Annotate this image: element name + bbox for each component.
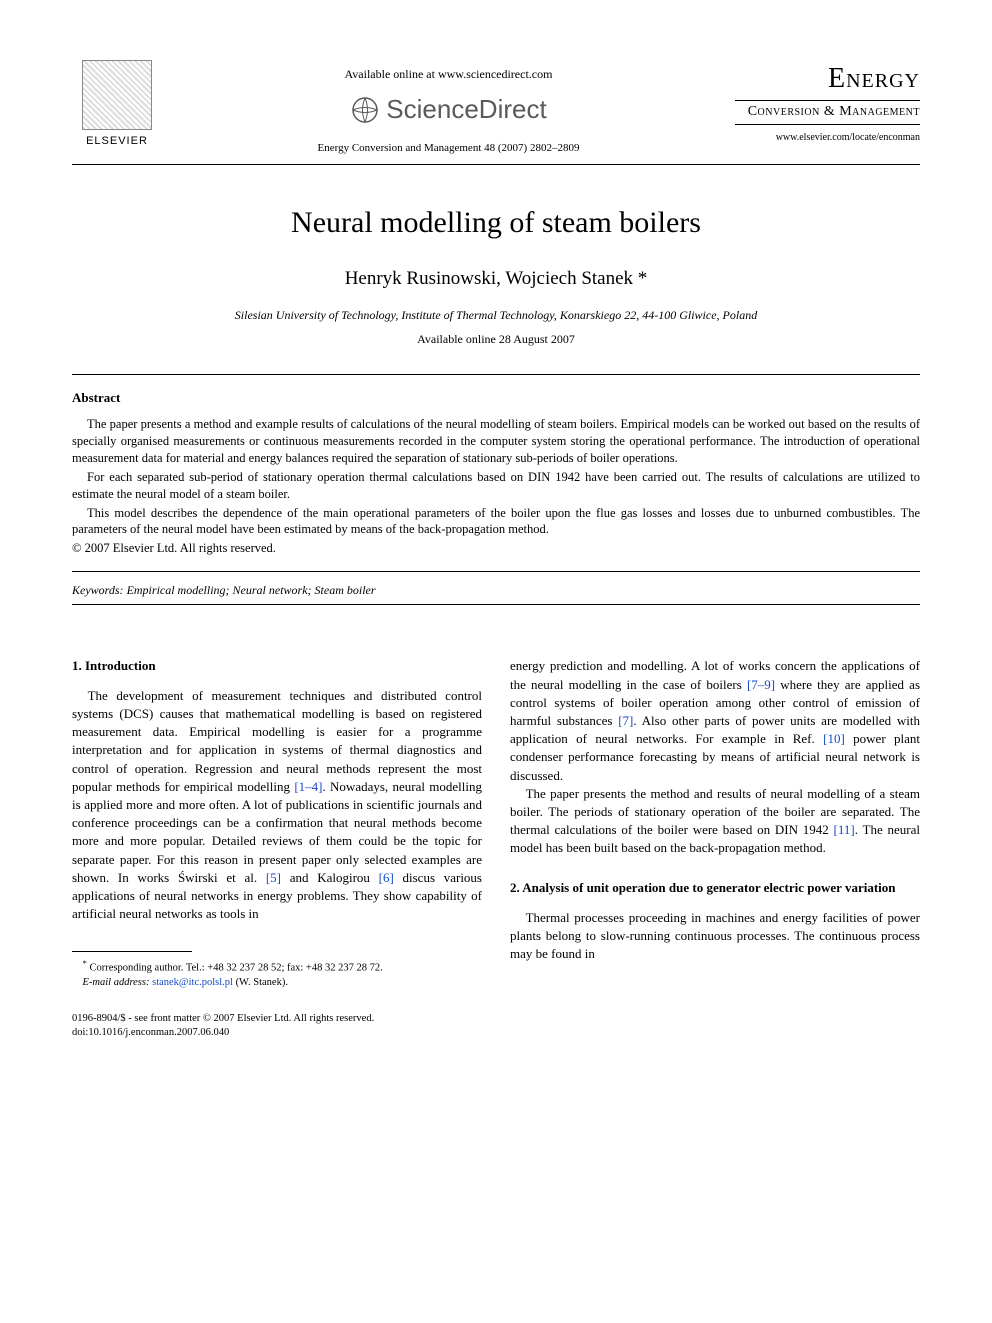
elsevier-logo-block: ELSEVIER xyxy=(72,60,162,149)
affiliation: Silesian University of Technology, Insti… xyxy=(72,307,920,323)
keywords-rule xyxy=(72,604,920,605)
abstract-heading: Abstract xyxy=(72,389,920,407)
elsevier-label: ELSEVIER xyxy=(86,134,148,149)
citation-line: Energy Conversion and Management 48 (200… xyxy=(162,141,735,156)
elsevier-tree-icon xyxy=(82,60,152,130)
center-header: Available online at www.sciencedirect.co… xyxy=(162,60,735,156)
right-column: energy prediction and modelling. A lot o… xyxy=(510,657,920,1040)
journal-url: www.elsevier.com/locate/enconman xyxy=(735,131,920,145)
keywords-label: Keywords: xyxy=(72,583,124,597)
journal-title-main: Energy xyxy=(735,60,920,101)
keywords-line: Keywords: Empirical modelling; Neural ne… xyxy=(72,582,920,598)
corresponding-text: Corresponding author. Tel.: +48 32 237 2… xyxy=(90,963,383,974)
reference-link[interactable]: [10] xyxy=(823,731,845,746)
text-run: and Kalogirou xyxy=(281,870,379,885)
reference-link[interactable]: [7] xyxy=(618,713,633,728)
abstract-paragraph: This model describes the dependence of t… xyxy=(72,505,920,539)
abstract-paragraph: For each separated sub-period of station… xyxy=(72,469,920,503)
footer-block: 0196-8904/$ - see front matter © 2007 El… xyxy=(72,1012,482,1040)
sciencedirect-icon xyxy=(350,95,380,125)
available-online-text: Available online at www.sciencedirect.co… xyxy=(162,66,735,82)
left-column: 1. Introduction The development of measu… xyxy=(72,657,482,1040)
abstract-paragraph: The paper presents a method and example … xyxy=(72,416,920,467)
reference-link[interactable]: [6] xyxy=(379,870,394,885)
reference-link[interactable]: [1–4] xyxy=(294,779,322,794)
reference-link[interactable]: [5] xyxy=(266,870,281,885)
body-paragraph: The paper presents the method and result… xyxy=(510,785,920,858)
front-matter-line: 0196-8904/$ - see front matter © 2007 El… xyxy=(72,1012,482,1026)
available-date: Available online 28 August 2007 xyxy=(72,331,920,347)
reference-link[interactable]: [11] xyxy=(834,822,855,837)
body-columns: 1. Introduction The development of measu… xyxy=(72,657,920,1040)
journal-logo-block: Energy Conversion & Management www.elsev… xyxy=(735,60,920,144)
body-paragraph: Thermal processes proceeding in machines… xyxy=(510,909,920,964)
authors: Henryk Rusinowski, Wojciech Stanek * xyxy=(72,266,920,292)
body-paragraph: energy prediction and modelling. A lot o… xyxy=(510,657,920,784)
page-header: ELSEVIER Available online at www.science… xyxy=(72,60,920,156)
copyright-line: © 2007 Elsevier Ltd. All rights reserved… xyxy=(72,540,920,557)
journal-title-sub: Conversion & Management xyxy=(735,103,920,125)
footnote-rule xyxy=(72,951,192,952)
email-label: E-mail address: xyxy=(83,977,150,988)
email-name: (W. Stanek). xyxy=(236,977,288,988)
reference-link[interactable]: [7–9] xyxy=(747,677,775,692)
section-2-heading: 2. Analysis of unit operation due to gen… xyxy=(510,879,920,897)
header-rule xyxy=(72,164,920,165)
keywords-list: Empirical modelling; Neural network; Ste… xyxy=(124,583,376,597)
abstract-section: Abstract The paper presents a method and… xyxy=(72,374,920,573)
section-1-heading: 1. Introduction xyxy=(72,657,482,675)
doi-line: doi:10.1016/j.enconman.2007.06.040 xyxy=(72,1026,482,1040)
corresponding-author-footnote: * Corresponding author. Tel.: +48 32 237… xyxy=(72,958,482,990)
footnote-marker: * xyxy=(83,958,87,968)
email-link[interactable]: stanek@itc.polsl.pl xyxy=(149,977,235,988)
article-title: Neural modelling of steam boilers xyxy=(72,203,920,244)
sciencedirect-wordmark: ScienceDirect xyxy=(386,92,546,127)
sciencedirect-logo-row: ScienceDirect xyxy=(162,92,735,127)
body-paragraph: The development of measurement technique… xyxy=(72,687,482,923)
